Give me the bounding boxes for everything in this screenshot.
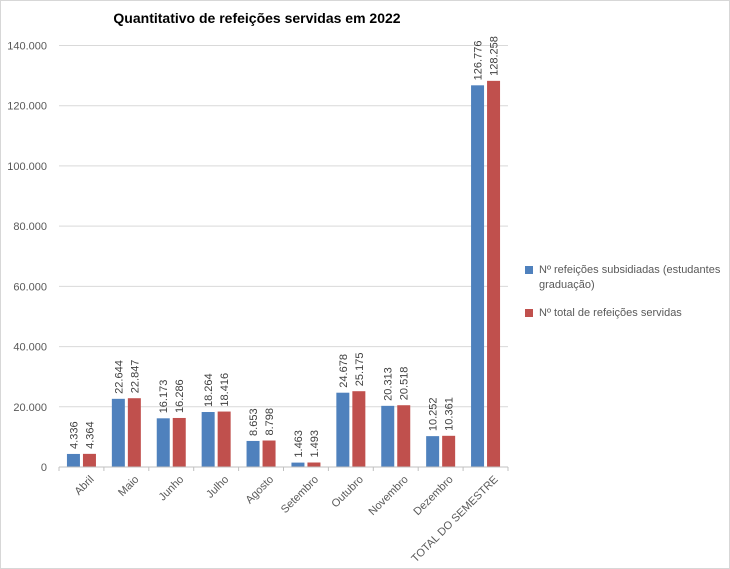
bar-value-label: 8.653 bbox=[248, 408, 260, 436]
x-tick-label: Abril bbox=[73, 474, 97, 498]
bar-value-label: 1.493 bbox=[309, 430, 321, 458]
bar bbox=[397, 405, 411, 467]
bar bbox=[426, 436, 440, 467]
y-tick-label: 100.000 bbox=[7, 161, 47, 173]
bar bbox=[262, 440, 276, 467]
bar bbox=[246, 440, 260, 467]
bar bbox=[66, 453, 80, 467]
x-tick-label: TOTAL DO SEMESTRE bbox=[409, 474, 500, 565]
bar-value-label: 24.678 bbox=[338, 354, 350, 388]
y-tick-label: 140.000 bbox=[7, 41, 47, 53]
x-tick-label: Junho bbox=[157, 474, 187, 504]
x-tick-label: Novembro bbox=[367, 474, 411, 518]
bar-value-label: 20.313 bbox=[383, 367, 395, 401]
bar-value-label: 10.361 bbox=[444, 397, 456, 431]
bar-value-label: 20.518 bbox=[399, 367, 411, 401]
legend-item: Nº refeições subsidiadas (estudantes gra… bbox=[525, 263, 727, 293]
bar bbox=[291, 462, 305, 467]
bar bbox=[172, 417, 186, 467]
y-tick-label: 40.000 bbox=[13, 342, 47, 354]
bar bbox=[127, 398, 141, 467]
bar-value-label: 16.286 bbox=[174, 379, 186, 413]
y-tick-label: 80.000 bbox=[13, 221, 47, 233]
bar bbox=[471, 85, 485, 467]
bar-value-label: 126.776 bbox=[473, 41, 485, 81]
bar-value-label: 1.463 bbox=[293, 430, 305, 458]
bar-value-label: 128.258 bbox=[489, 36, 501, 76]
bar bbox=[82, 453, 96, 467]
bar-value-label: 4.336 bbox=[68, 421, 80, 449]
bar-value-label: 22.847 bbox=[129, 360, 141, 394]
bar-value-label: 4.364 bbox=[84, 421, 96, 449]
x-tick-label: Maio bbox=[116, 474, 141, 499]
bar-value-label: 16.173 bbox=[158, 380, 170, 414]
bar bbox=[487, 80, 501, 467]
bar bbox=[307, 462, 321, 467]
legend-item-label: Nº total de refeições servidas bbox=[539, 306, 682, 319]
bar bbox=[381, 405, 395, 467]
y-tick-label: 120.000 bbox=[7, 101, 47, 113]
bar-value-label: 25.175 bbox=[354, 353, 366, 387]
y-tick-label: 20.000 bbox=[13, 402, 47, 414]
x-tick-label: Setembro bbox=[279, 474, 321, 516]
x-tick-label: Dezembro bbox=[411, 474, 455, 518]
bar bbox=[217, 411, 231, 467]
legend-item: Nº total de refeições servidas bbox=[525, 306, 727, 321]
bar-value-label: 8.798 bbox=[264, 408, 276, 436]
bar bbox=[201, 412, 215, 467]
x-tick-label: Julho bbox=[204, 474, 231, 501]
y-tick-label: 0 bbox=[41, 462, 47, 474]
legend-item-label: Nº refeições subsidiadas (estudantes gra… bbox=[539, 264, 721, 291]
bar bbox=[336, 392, 350, 467]
bar bbox=[352, 391, 366, 467]
bar-value-label: 18.264 bbox=[203, 373, 215, 407]
bar-value-label: 10.252 bbox=[428, 397, 440, 431]
bar bbox=[442, 435, 456, 467]
legend-swatch-icon bbox=[525, 266, 533, 274]
legend-swatch-icon bbox=[525, 308, 533, 317]
bar bbox=[111, 398, 125, 467]
legend: Nº refeições subsidiadas (estudantes gra… bbox=[525, 263, 727, 334]
bar-value-label: 22.644 bbox=[113, 360, 125, 394]
chart-title: Quantitativo de refeições servidas em 20… bbox=[113, 10, 401, 26]
bar-value-label: 18.416 bbox=[219, 373, 231, 407]
bar bbox=[156, 418, 170, 467]
x-tick-label: Outubro bbox=[329, 474, 366, 511]
y-tick-label: 60.000 bbox=[13, 281, 47, 293]
x-tick-label: Agosto bbox=[243, 474, 276, 507]
